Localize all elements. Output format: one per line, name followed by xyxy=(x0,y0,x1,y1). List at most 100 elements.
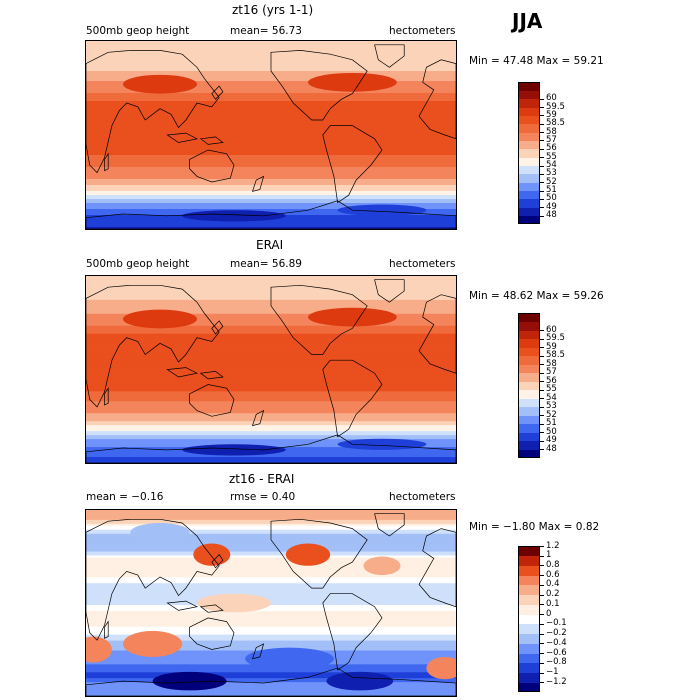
colorbar-label: 54 xyxy=(546,392,557,403)
field-band xyxy=(86,541,456,545)
field-band xyxy=(86,539,456,543)
colorbar-box xyxy=(518,381,540,391)
colorbar-label: 0 xyxy=(546,608,552,619)
coastline xyxy=(189,149,235,183)
colorbar-label: 1.2 xyxy=(546,540,560,551)
colorbar-tick xyxy=(540,575,544,577)
field-band xyxy=(86,155,456,158)
field-band xyxy=(86,79,456,82)
colorbar-label: 55 xyxy=(546,151,557,162)
field-band xyxy=(86,103,456,106)
field-band xyxy=(86,553,456,557)
panel1-colorbar: 48 49 50 51 52 53 54 55 56 57 58 58.5 59 59.5 60 xyxy=(518,82,565,225)
field-band xyxy=(86,89,456,92)
colorbar-box xyxy=(518,82,540,91)
field-band xyxy=(86,387,456,390)
colorbar-label: 52 xyxy=(546,176,557,187)
colorbar-label: 1 xyxy=(546,550,552,561)
field-band xyxy=(86,43,456,46)
coastline xyxy=(211,85,224,100)
field-band xyxy=(86,610,456,614)
colorbar-label: 52 xyxy=(546,409,557,420)
panel2-colorbar: 48 49 50 51 52 53 54 55 56 57 58 58.5 59 59.5 60 xyxy=(518,313,565,459)
field-band xyxy=(86,87,456,90)
panel1-mean-label: mean= 56.73 xyxy=(230,25,302,37)
field-feature xyxy=(197,593,271,613)
colorbar-label: 0.8 xyxy=(546,559,560,570)
field-band xyxy=(86,407,456,410)
field-band xyxy=(86,417,456,420)
colorbar-tick xyxy=(540,173,544,175)
field-band xyxy=(86,557,456,561)
coastline xyxy=(251,175,265,192)
field-band xyxy=(86,339,456,343)
field-band xyxy=(86,573,456,576)
colorbar-tick xyxy=(540,432,544,434)
field-band xyxy=(86,443,456,446)
colorbar-box xyxy=(518,653,540,664)
field-band xyxy=(86,279,456,283)
field-band xyxy=(86,133,456,136)
field-band xyxy=(86,149,456,152)
field-band xyxy=(86,341,456,345)
field-band xyxy=(86,203,456,206)
field-band xyxy=(86,91,456,94)
field-band xyxy=(86,399,456,402)
field-band xyxy=(86,571,456,574)
colorbar-box xyxy=(518,440,540,450)
field-band xyxy=(86,421,456,424)
field-band xyxy=(86,668,456,671)
colorbar-label: 50 xyxy=(546,426,557,437)
field-band xyxy=(86,577,456,580)
field-band xyxy=(86,587,456,590)
field-band xyxy=(86,543,456,547)
coastline xyxy=(418,528,456,608)
panel2-minmax: Min = 48.62 Max = 59.26 xyxy=(469,290,604,302)
field-band xyxy=(86,646,456,650)
panel3-minmax: Min = −1.80 Max = 0.82 xyxy=(469,521,600,533)
field-band xyxy=(86,371,456,375)
field-band xyxy=(86,608,456,612)
coastline xyxy=(270,518,368,589)
field-band xyxy=(86,373,456,377)
field-band xyxy=(86,680,456,683)
colorbar-label: 49 xyxy=(546,201,557,212)
colorbar-box xyxy=(518,98,540,108)
colorbar-box xyxy=(518,406,540,416)
colorbar-label: 48 xyxy=(546,443,557,454)
colorbar-label: 59 xyxy=(546,341,557,352)
field-band xyxy=(86,323,456,327)
field-band xyxy=(86,343,456,347)
field-feature xyxy=(285,543,331,566)
field-band xyxy=(86,413,456,416)
field-band xyxy=(86,205,456,208)
field-band xyxy=(86,315,456,319)
colorbar-box xyxy=(518,123,540,133)
field-band xyxy=(86,135,456,138)
colorbar-tick xyxy=(540,148,544,150)
field-band xyxy=(86,435,456,438)
colorbar-tick xyxy=(540,107,544,109)
colorbar-box xyxy=(518,182,540,192)
field-band xyxy=(86,305,456,309)
field-band xyxy=(86,597,456,600)
colorbar-box xyxy=(518,107,540,116)
colorbar-tick xyxy=(540,584,544,586)
field-band xyxy=(86,581,456,584)
field-band xyxy=(86,612,456,616)
field-band xyxy=(86,397,456,400)
field-band xyxy=(86,141,456,144)
colorbar-label: −0.8 xyxy=(546,657,567,668)
field-band xyxy=(86,73,456,76)
colorbar-box xyxy=(518,207,540,217)
colorbar-box xyxy=(518,140,540,150)
field-band xyxy=(86,437,456,440)
colorbar-label: 53 xyxy=(546,168,557,179)
colorbar-label: 49 xyxy=(546,435,557,446)
field-band xyxy=(86,425,456,428)
field-band xyxy=(86,628,456,632)
colorbar-tick xyxy=(540,449,544,451)
colorbar-tick xyxy=(540,555,544,557)
field-band xyxy=(86,423,456,426)
field-band xyxy=(86,457,456,460)
